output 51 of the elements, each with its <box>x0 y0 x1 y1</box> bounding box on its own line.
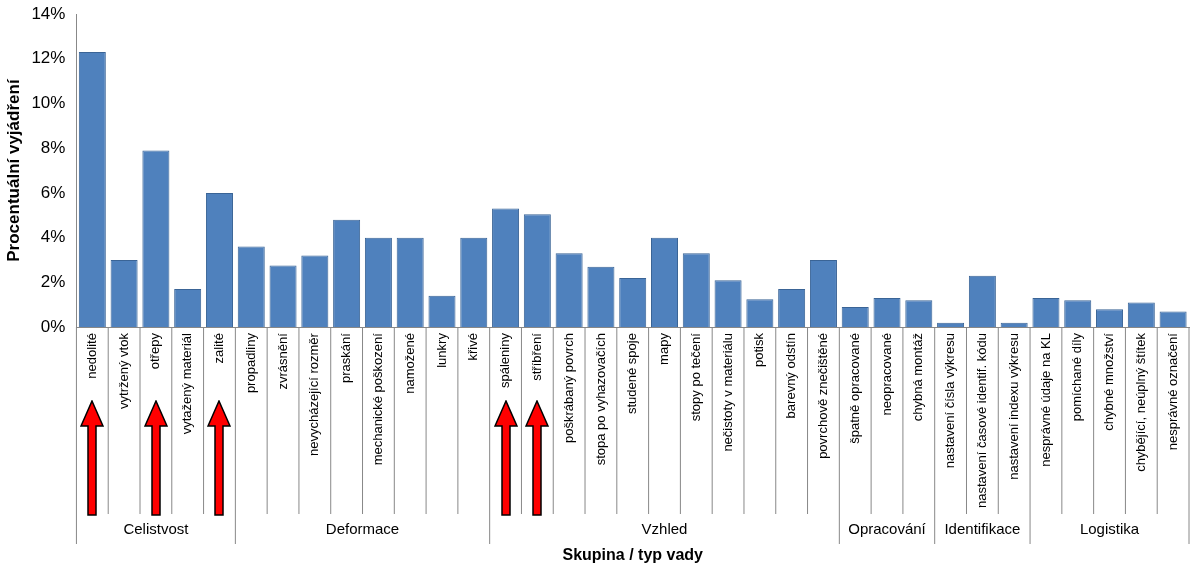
x-tick-label: stříbření <box>528 332 544 381</box>
x-tick-label: stopa po vyhazovačích <box>592 333 608 466</box>
x-tick-label: chybějící, neúplný štítek <box>1132 332 1148 472</box>
x-axis-title: Skupina / typ vady <box>562 546 704 564</box>
x-tick-label: špatně opracované <box>846 333 862 444</box>
text: Opracování <box>848 520 927 538</box>
x-tick-label: chybná montáž <box>910 333 926 422</box>
x-tick-label: vytržený vtok <box>115 332 131 409</box>
x-tick-label: nevycházející rozměr <box>306 332 322 456</box>
y-tick-label: 14% <box>31 3 66 23</box>
x-tick-label: zalité <box>211 333 227 364</box>
x-tick-label: nastavení indexu výkresu <box>1005 333 1021 480</box>
x-tick-label: lunkry <box>433 332 449 368</box>
x-tick-label: neopracované <box>878 333 894 416</box>
x-tick-label: nesprávné údaje na KL <box>1037 333 1053 467</box>
text: Identifikace <box>944 520 1021 538</box>
x-tick-label: nastavení čísla výkresu <box>942 333 958 469</box>
x-tick-label: namožené <box>401 333 417 394</box>
x-tick-label: nesprávné označení <box>1164 332 1180 451</box>
x-tick-label: povrchově znečištěné <box>815 333 831 459</box>
x-tick-label: poškrábaný povrch <box>560 333 576 443</box>
y-tick-label: 8% <box>40 137 66 157</box>
y-tick-label: 12% <box>31 48 66 68</box>
x-tick-label: nečistoty v materiálu <box>719 333 735 452</box>
text: Vzhled <box>641 520 688 538</box>
y-tick-label: 10% <box>31 93 66 113</box>
x-tick-label: nedolité <box>83 333 99 379</box>
x-tick-label: zvrásnění <box>274 332 290 390</box>
y-tick-label: 4% <box>40 227 66 247</box>
x-tick-label: chybné množství <box>1101 332 1117 431</box>
x-tick-label: barevný odstín <box>783 333 799 419</box>
text: Celistvost <box>123 520 190 538</box>
y-tick-label: 6% <box>40 182 66 202</box>
x-tick-label: spáleniny <box>497 332 513 389</box>
text: Logistika <box>1079 520 1140 538</box>
y-tick-label: 0% <box>40 316 66 336</box>
y-tick-label: 2% <box>40 272 66 292</box>
x-tick-label: pomíchané díly <box>1069 332 1085 422</box>
x-tick-label: stopy po tečení <box>687 332 703 422</box>
x-tick-label: propadliny <box>242 332 258 394</box>
x-tick-label: křivé <box>465 333 481 361</box>
x-tick-label: nastavení časové identif. kódu <box>973 333 989 508</box>
x-tick-label: vytažený materiál <box>179 333 195 435</box>
x-tick-label: studené spoje <box>624 333 640 415</box>
text: Deformace <box>325 520 400 538</box>
y-axis-title: Procentuální vyjádření <box>3 78 23 262</box>
x-tick-label: potisk <box>751 332 767 368</box>
x-tick-label: otřepy <box>147 332 163 370</box>
x-tick-label: praskání <box>338 332 354 383</box>
x-tick-label: mapy <box>656 332 672 365</box>
x-tick-label: mechanické poškození <box>369 332 385 466</box>
